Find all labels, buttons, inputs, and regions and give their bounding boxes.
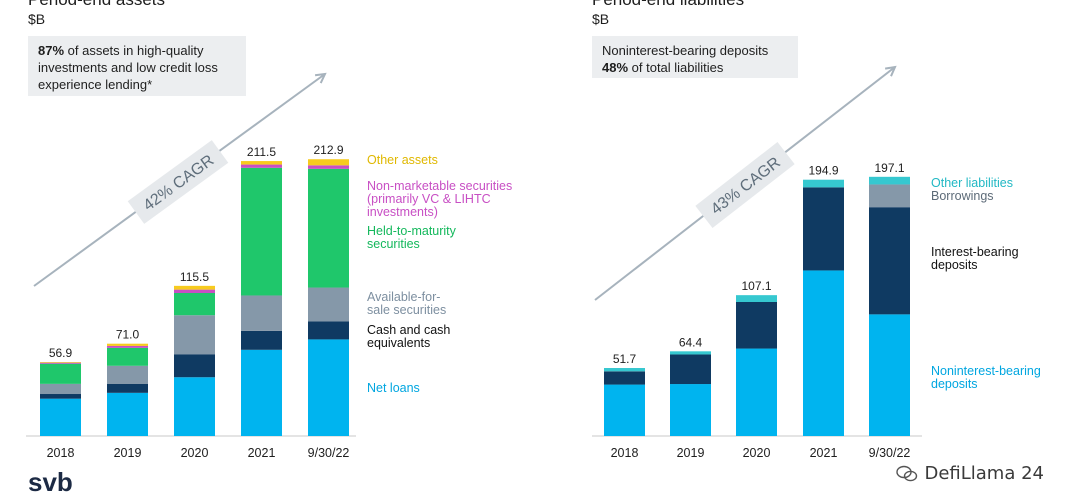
assets-total-label-1: 71.0 [116,328,140,342]
assets-bar-cash-and-cash-equivalents-4 [308,321,349,339]
liabilities-tick-label-3: 2021 [810,446,838,460]
legend-cash: Cash and cash equivalents [367,324,477,350]
assets-cagr-badge: 42% CAGR [128,140,229,224]
liabilities-total-label-3: 194.9 [808,164,838,178]
liabilities-tick-label-2: 2020 [743,446,771,460]
liabilities-bar-interest-bearing-deposits-4 [869,207,910,314]
liabilities-bar-noninterest-bearing-deposits-1 [670,384,711,436]
legend-held-to-maturity: Held-to-maturity securities [367,225,477,251]
legend-available-for-sale: Available-for- sale securities [367,291,477,317]
assets-bar-available-for-sale-securities-0 [40,384,81,394]
assets-bar-non-marketable-securities-primarily-vc-lihtc-investments-3 [241,165,282,168]
liabilities-cagr-label: 43% CAGR [708,154,784,218]
assets-tick-label-4: 9/30/22 [308,446,350,460]
liabilities-bar-noninterest-bearing-deposits-3 [803,270,844,436]
assets-bar-cash-and-cash-equivalents-2 [174,354,215,377]
legend-cash-text: Cash and cash equivalents [367,323,450,350]
liabilities-total-label-4: 197.1 [874,161,904,175]
liabilities-bar-other-liabilities-2 [736,295,777,302]
legend-other-assets: Other assets [367,154,438,167]
assets-bar-net-loans-0 [40,399,81,436]
assets-total-label-0: 56.9 [49,346,73,360]
assets-bar-held-to-maturity-securities-2 [174,293,215,315]
watermark-text: DefiLlama 24 [924,463,1044,484]
assets-bar-held-to-maturity-securities-3 [241,168,282,296]
legend-non-marketable-securities: Non-marketable securities (primarily VC … [367,167,537,219]
legend-interest-bearing-deposits: Interest-bearing deposits [931,246,1061,272]
liabilities-tick-label-4: 9/30/22 [869,446,911,460]
assets-tick-label-0: 2018 [47,446,75,460]
assets-total-label-2: 115.5 [180,270,209,284]
liabilities-tick-label-0: 2018 [611,446,639,460]
liabilities-bar-interest-bearing-deposits-2 [736,302,777,349]
assets-bar-non-marketable-securities-primarily-vc-lihtc-investments-4 [308,165,349,169]
wechat-icon [896,465,918,483]
assets-bar-net-loans-2 [174,377,215,436]
assets-bar-cash-and-cash-equivalents-0 [40,394,81,399]
liabilities-total-label-0: 51.7 [613,352,637,366]
assets-bar-other-assets-1 [107,344,148,346]
liabilities-total-label-1: 64.4 [679,335,703,349]
assets-bar-non-marketable-securities-primarily-vc-lihtc-investments-2 [174,290,215,293]
assets-bar-other-assets-0 [40,362,81,363]
assets-tick-label-1: 2019 [114,446,142,460]
legend-afs-text: Available-for- sale securities [367,290,446,317]
assets-total-label-4: 212.9 [313,143,343,157]
assets-bar-other-assets-2 [174,286,215,290]
assets-bar-held-to-maturity-securities-4 [308,169,349,288]
legend-net-loans: Net loans [367,382,420,395]
watermark: DefiLlama 24 [896,463,1044,484]
assets-bar-available-for-sale-securities-4 [308,288,349,322]
assets-bar-cash-and-cash-equivalents-3 [241,331,282,350]
assets-total-label-3: 211.5 [247,145,276,159]
liabilities-bar-noninterest-bearing-deposits-0 [604,385,645,436]
liabilities-cagr-badge: 43% CAGR [695,142,794,228]
assets-bar-net-loans-4 [308,339,349,436]
liabilities-bar-borrowings-4 [869,184,910,207]
legend-borrowings: Borrowings [931,190,994,203]
legend-noninterest-bearing-deposits: Noninterest-bearing deposits [931,365,1061,391]
assets-bar-available-for-sale-securities-3 [241,295,282,330]
legend-nibd-text: Noninterest-bearing deposits [931,364,1041,391]
liabilities-bar-other-liabilities-3 [803,180,844,188]
assets-bar-available-for-sale-securities-2 [174,315,215,354]
liabilities-bar-interest-bearing-deposits-0 [604,371,645,384]
liabilities-bar-other-liabilities-0 [604,368,645,371]
legend-non-marketable-line: Non-marketable securities (primarily VC … [367,179,512,219]
liabilities-bar-other-liabilities-4 [869,177,910,185]
assets-cagr-label: 42% CAGR [140,152,217,214]
liabilities-bar-interest-bearing-deposits-3 [803,187,844,270]
liabilities-total-label-2: 107.1 [741,279,771,293]
assets-bar-cash-and-cash-equivalents-1 [107,384,148,393]
assets-bar-net-loans-1 [107,393,148,436]
assets-bar-other-assets-3 [241,161,282,165]
assets-bar-net-loans-3 [241,350,282,436]
legend-ibd-text: Interest-bearing deposits [931,245,1019,272]
svb-logo: svb [28,467,73,498]
liabilities-tick-label-1: 2019 [677,446,705,460]
liabilities-bar-noninterest-bearing-deposits-4 [869,314,910,436]
legend-htm-text: Held-to-maturity securities [367,224,456,251]
assets-bar-held-to-maturity-securities-0 [40,364,81,384]
assets-tick-label-2: 2020 [181,446,209,460]
assets-bar-available-for-sale-securities-1 [107,366,148,384]
assets-bar-other-assets-4 [308,159,349,165]
assets-tick-label-3: 2021 [248,446,276,460]
liabilities-bar-noninterest-bearing-deposits-2 [736,349,777,436]
liabilities-bar-interest-bearing-deposits-1 [670,354,711,384]
assets-bar-non-marketable-securities-primarily-vc-lihtc-investments-0 [40,363,81,364]
assets-bar-non-marketable-securities-primarily-vc-lihtc-investments-1 [107,346,148,348]
assets-bar-held-to-maturity-securities-1 [107,348,148,366]
liabilities-bar-other-liabilities-1 [670,351,711,354]
